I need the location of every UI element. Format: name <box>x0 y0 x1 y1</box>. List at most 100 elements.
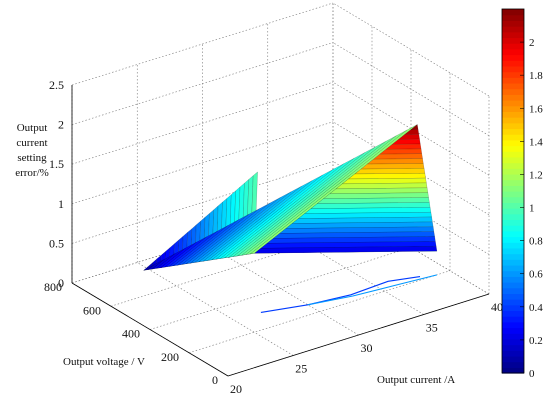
colorbar-cell <box>502 77 524 84</box>
colorbar-cell <box>502 151 524 158</box>
colorbar-cell <box>502 264 524 272</box>
colorbar-cell <box>502 321 524 329</box>
colorbar-cell <box>502 71 524 78</box>
colorbar-cell <box>502 350 524 357</box>
colorbar-cell <box>502 259 524 266</box>
colorbar-cell <box>502 191 524 198</box>
colorbar-cell <box>502 310 524 317</box>
colorbar-tick-label: 0.2 <box>529 335 543 347</box>
grid-floor-x <box>137 262 294 356</box>
colorbar-cell <box>502 282 524 289</box>
colorbar-ticks: 0 0.2 0.4 0.6 0.8 1 1.2 1.4 1.6 1.8 2 <box>520 37 543 380</box>
colorbar-cell <box>502 327 524 334</box>
grid-back-z <box>71 81 334 165</box>
grid-side-z <box>332 81 490 176</box>
x-tick-label: 25 <box>295 362 307 376</box>
colorbar-tick-label: 0 <box>529 368 535 380</box>
colorbar-cell <box>502 94 524 101</box>
z-axis-label-line: error/% <box>15 167 49 179</box>
z-axis-label-line: Output <box>17 122 48 134</box>
x-axis-label: Output current /A <box>377 374 455 386</box>
surface-plot <box>143 124 438 271</box>
colorbar-tick-label: 0.6 <box>529 269 543 281</box>
colorbar-cell <box>502 179 524 186</box>
colorbar-cell <box>502 20 524 27</box>
colorbar-cell <box>502 82 524 90</box>
grid-side-z <box>332 121 490 216</box>
colorbar-tick-label: 0.4 <box>529 302 543 314</box>
axes-box <box>71 2 490 377</box>
colorbar-cell <box>502 299 524 306</box>
colorbar-tick-label: 0.8 <box>529 236 543 248</box>
colorbar-cell <box>502 293 524 300</box>
colorbar-cell <box>502 65 524 73</box>
colorbar-cell <box>502 173 524 181</box>
colorbar-cell <box>502 162 524 169</box>
z-axis-ticks: 0 0.5 1 1.5 2 2.5 <box>49 78 64 290</box>
colorbar-cell <box>502 304 524 312</box>
colorbar: 0 0.2 0.4 0.6 0.8 1 1.2 1.4 1.6 1.8 2 <box>501 8 543 380</box>
axis-edge <box>71 282 229 377</box>
colorbar-cell <box>502 14 524 21</box>
colorbar-cell <box>502 230 524 238</box>
axes-edges <box>71 85 490 377</box>
x-tick-label: 20 <box>230 382 242 396</box>
grid-side-z <box>332 2 490 97</box>
colorbar-cell <box>502 270 524 277</box>
colorbar-cell <box>502 242 524 249</box>
y-tick-label: 200 <box>161 350 179 364</box>
colorbar-cell <box>502 105 524 112</box>
floor-contour <box>307 274 438 306</box>
surface-facet <box>254 245 438 254</box>
colorbar-cell <box>502 316 524 323</box>
grid-back-z <box>71 42 334 125</box>
grid-back-z <box>71 161 334 244</box>
z-tick-label: 1 <box>58 197 64 211</box>
colorbar-cell <box>502 202 524 209</box>
colorbar-cell <box>502 185 524 192</box>
z-tick-label: 0 <box>58 276 64 290</box>
colorbar-cell <box>502 156 524 164</box>
colorbar-cell <box>502 247 524 255</box>
y-tick-label: 800 <box>44 280 62 294</box>
surface-facet <box>410 124 419 130</box>
colorbar-tick-label: 1.6 <box>529 103 543 115</box>
colorbar-tick-label: 1 <box>529 203 535 215</box>
colorbar-tick-label: 1.2 <box>529 169 543 181</box>
y-tick-label: 600 <box>83 303 101 317</box>
colorbar-cell <box>502 88 524 95</box>
floor-contour <box>260 276 421 313</box>
colorbar-cell <box>502 48 524 56</box>
x-tick-label: 35 <box>426 321 438 335</box>
colorbar-cell <box>502 276 524 283</box>
colorbar-cell <box>502 338 524 346</box>
colorbar-cell <box>502 236 524 243</box>
colorbar-cell <box>502 139 524 147</box>
grid-back-z <box>71 2 334 86</box>
colorbar-cell <box>502 9 524 16</box>
colorbar-cell <box>502 100 524 107</box>
y-axis-label: Output voltage / V <box>63 356 145 368</box>
colorbar-tick-label: 1.4 <box>529 136 543 148</box>
colorbar-tick-label: 2 <box>529 37 535 49</box>
axis-edge <box>227 293 490 377</box>
colorbar-cell <box>502 31 524 39</box>
colorbar-cell <box>502 344 524 351</box>
colorbar-cell <box>502 128 524 135</box>
colorbar-cell <box>502 208 524 215</box>
y-tick-label: 400 <box>122 327 140 341</box>
grid-floor-y <box>188 270 451 354</box>
colorbar-cell <box>502 196 524 203</box>
colorbar-cell <box>502 219 524 226</box>
colorbar-cell <box>502 361 524 368</box>
colorbar-frame <box>501 8 525 374</box>
colorbar-cell <box>502 287 524 294</box>
colorbar-cell <box>502 134 524 141</box>
surface-facet <box>372 153 423 160</box>
z-axis-label: Output current setting error/% <box>15 122 49 179</box>
grid-floor-y <box>149 247 412 330</box>
colorbar-cell <box>502 111 524 118</box>
x-axis-ticks: 20 25 30 35 40 <box>230 300 503 396</box>
z-tick-label: 2.5 <box>49 78 64 92</box>
